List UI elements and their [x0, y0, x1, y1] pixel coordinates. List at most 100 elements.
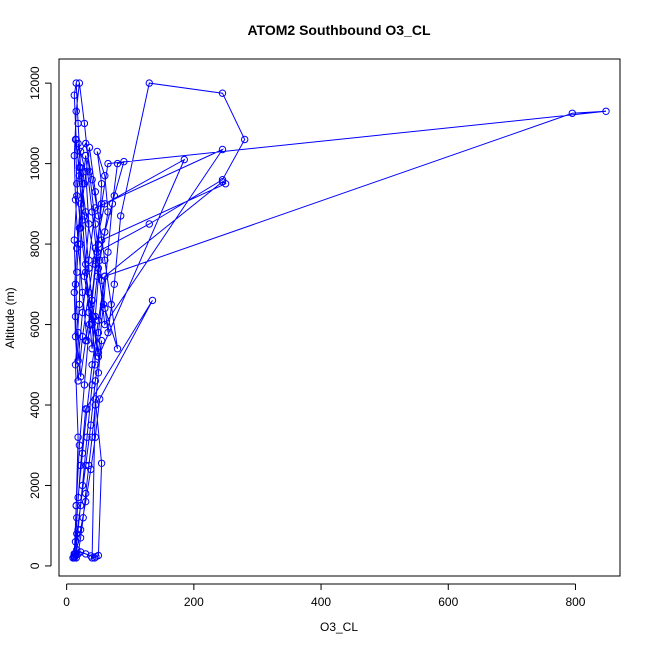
data-point: [101, 320, 109, 329]
data-point: [71, 538, 80, 546]
x-tick-label: 200: [184, 595, 204, 609]
data-point: [85, 288, 93, 297]
y-tick-label: 4000: [28, 391, 42, 418]
data-point: [75, 172, 84, 180]
data-point: [94, 316, 103, 325]
data-point: [78, 332, 87, 341]
data-point: [82, 461, 90, 470]
data-point: [85, 461, 93, 470]
data-point: [73, 180, 81, 188]
data-point: [113, 159, 122, 168]
data-point: [88, 296, 96, 305]
chart-title: ATOM2 Southbound O3_CL: [247, 22, 430, 38]
data-point: [70, 553, 79, 561]
data-point: [88, 176, 96, 184]
x-tick-label: 800: [565, 595, 585, 609]
data-point: [72, 501, 80, 510]
data-point: [71, 280, 80, 288]
data-point: [75, 224, 84, 232]
data-point: [96, 256, 104, 264]
data-point: [82, 497, 90, 506]
data-point: [76, 200, 85, 208]
data-point: [104, 159, 112, 168]
data-point: [218, 145, 227, 154]
data-point: [78, 180, 87, 188]
data-point: [91, 204, 100, 212]
data-point: [101, 200, 109, 208]
data-point: [568, 109, 576, 118]
series-line: [72, 82, 607, 560]
data-point: [93, 248, 101, 256]
data-point: [73, 192, 81, 200]
y-tick-label: 6000: [28, 311, 42, 338]
data-point: [88, 320, 96, 329]
data-point: [107, 300, 115, 309]
data-point: [97, 236, 106, 244]
data-point: [117, 212, 125, 220]
data-point: [91, 395, 100, 403]
data-point: [82, 168, 90, 176]
data-point: [218, 89, 227, 97]
data-point: [88, 433, 96, 441]
y-tick-label: 12000: [28, 66, 42, 100]
data-point: [75, 300, 84, 309]
data-point: [88, 361, 96, 369]
data-point: [145, 79, 154, 87]
data-point: [218, 178, 227, 186]
data-point: [85, 320, 94, 329]
data-point: [110, 280, 119, 288]
data-point: [71, 332, 80, 341]
data-point: [71, 196, 80, 204]
data-point: [76, 534, 85, 542]
data-point: [96, 395, 104, 403]
data-point: [101, 304, 109, 313]
data-point: [75, 163, 84, 172]
data-point: [94, 369, 103, 377]
data-point: [104, 328, 112, 337]
data-point: [91, 220, 100, 228]
data-point: [74, 139, 82, 148]
data-point: [94, 328, 103, 337]
data-point: [94, 353, 103, 361]
data-point: [94, 551, 103, 560]
data-point: [99, 300, 108, 309]
data-point: [101, 272, 109, 280]
data-point: [78, 481, 87, 490]
y-tick-label: 10000: [28, 147, 42, 181]
data-point: [70, 288, 79, 297]
data-point: [74, 240, 82, 248]
data-point: [91, 433, 100, 441]
data-point: [75, 441, 84, 449]
plot-layer: [69, 79, 610, 562]
data-point: [79, 514, 87, 522]
y-tick-label: 2000: [28, 472, 42, 499]
data-point: [91, 377, 100, 385]
data-point: [91, 260, 100, 268]
data-point: [148, 296, 157, 305]
data-point: [71, 361, 80, 369]
data-point: [76, 373, 85, 381]
data-point: [602, 107, 610, 116]
data-point: [94, 212, 103, 220]
data-point: [82, 489, 90, 498]
data-point: [76, 461, 85, 470]
data-point: [74, 377, 82, 385]
data-point: [76, 548, 85, 556]
data-point: [80, 381, 89, 389]
data-point: [74, 357, 82, 365]
data-point: [83, 433, 91, 441]
y-tick-label: 8000: [28, 230, 42, 257]
data-point: [80, 180, 89, 188]
data-point: [97, 180, 106, 188]
data-point: [76, 147, 85, 156]
data-point: [82, 151, 90, 160]
data-point: [72, 79, 80, 87]
data-point: [70, 91, 79, 99]
data-point: [90, 554, 99, 562]
data-point: [145, 220, 154, 228]
data-point: [97, 459, 106, 467]
data-point: [80, 212, 89, 220]
data-point: [76, 240, 85, 248]
